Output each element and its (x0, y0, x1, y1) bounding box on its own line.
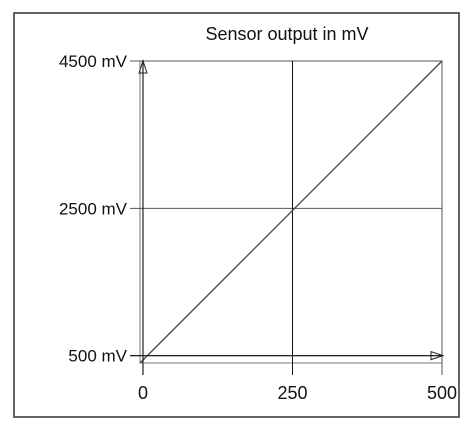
x-tick-label-1: 250 (277, 383, 307, 403)
outer-border (13, 12, 460, 418)
y-tick-label-0: 500 mV (68, 347, 127, 366)
x-tick-label-2: 500 (427, 383, 457, 403)
axes (130, 59, 445, 375)
series-layer (139, 60, 443, 364)
series-line-0 (139, 60, 443, 364)
y-tick-label-2: 4500 mV (59, 52, 128, 71)
y-axis-arrow (138, 59, 148, 74)
y-tick-label-1: 2500 mV (59, 199, 128, 218)
x-tick-label-0: 0 (138, 383, 148, 403)
chart-title: Sensor output in mV (205, 24, 368, 44)
tick-labels: 500 mV 2500 mV 4500 mV 0 250 500 (59, 52, 457, 403)
x-axis-arrow (430, 350, 445, 361)
